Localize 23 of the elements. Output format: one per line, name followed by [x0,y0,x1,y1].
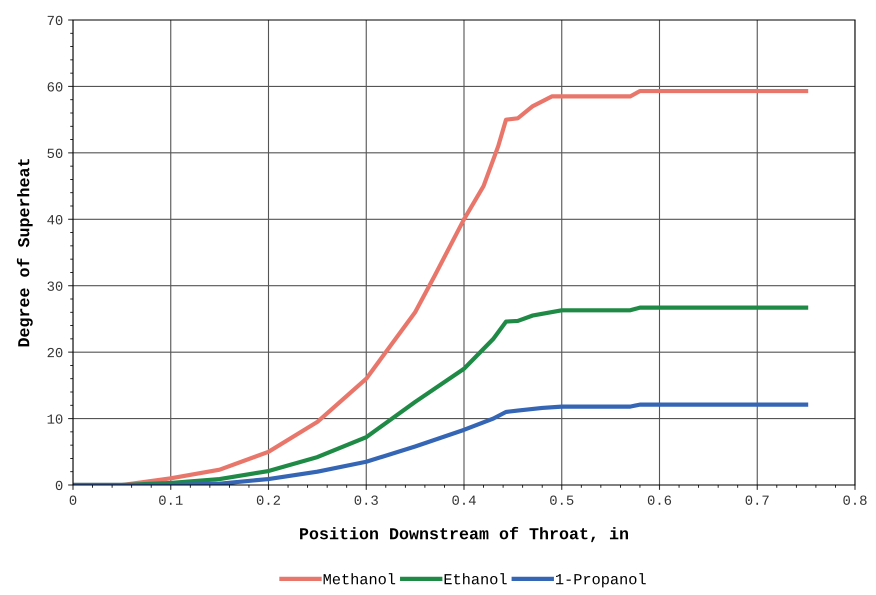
y-tick-label: 50 [47,148,62,158]
x-tick-label: 0.7 [746,495,769,505]
x-tick-label: 0 [70,495,76,505]
x-axis-title: Position Downstream of Throat, in [300,526,628,542]
y-tick-label: 10 [48,414,62,424]
y-tick-label: 40 [47,215,62,224]
x-tick-label: 0.6 [648,495,672,505]
legend-label: Ethanol [444,573,507,584]
y-tick-label: 20 [48,348,62,358]
x-tick-label: 0.2 [256,495,280,505]
line-series [73,402,808,485]
y-tick-label: 70 [48,16,62,26]
y-tick-label: 30 [47,281,62,291]
x-tick-label: 0.8 [843,495,867,505]
x-tick-label: 0.1 [159,495,183,505]
x-tick-label: 0.4 [452,495,476,505]
y-tick-label: 0 [56,480,62,490]
y-tick-label: 60 [48,82,62,92]
legend-label: Methanol [324,573,396,584]
legend-label: 1-Propanol [556,573,646,588]
x-tick-label: 0.5 [550,495,574,505]
y-axis-title: Degree of Superheat [16,159,33,346]
x-tick-label: 0.3 [354,495,378,505]
